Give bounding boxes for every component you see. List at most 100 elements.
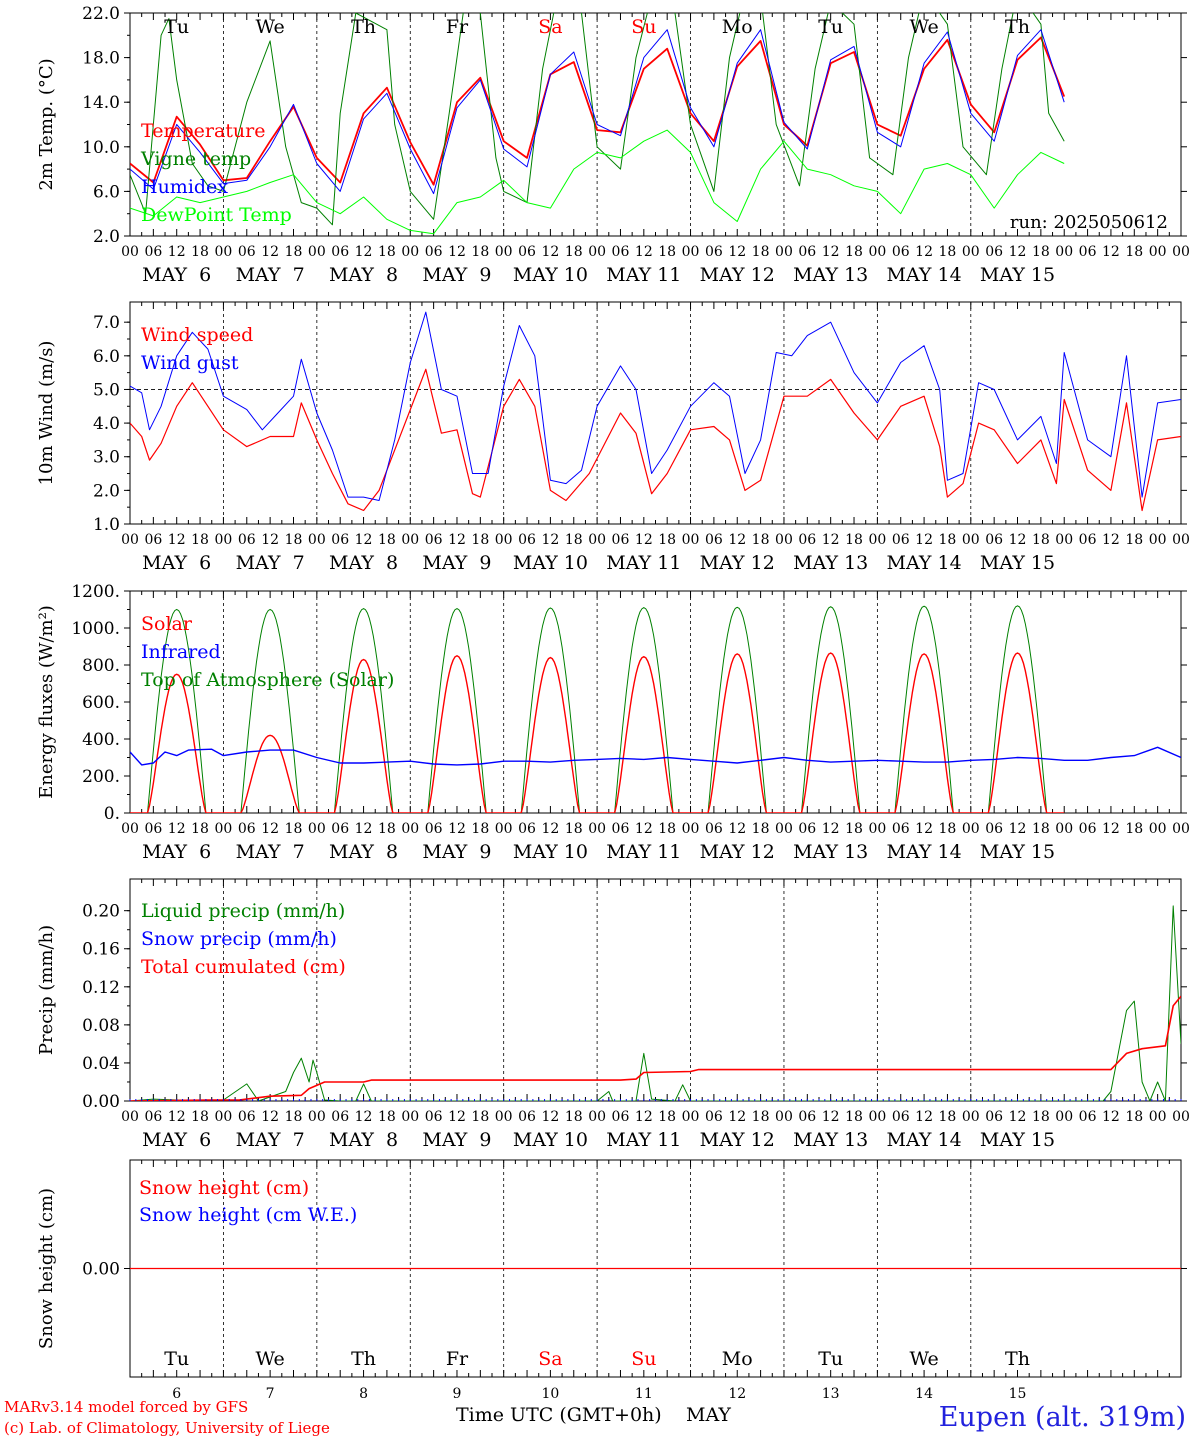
hour-tick-label: 12 <box>1009 532 1027 548</box>
hour-tick-label: 06 <box>425 532 443 548</box>
hour-tick-label: 00 <box>1172 1109 1190 1125</box>
hour-tick-label: 12 <box>541 1109 559 1125</box>
hour-tick-label: 06 <box>518 532 536 548</box>
hour-tick-label: 06 <box>518 1109 536 1125</box>
hour-tick-label: 06 <box>612 532 630 548</box>
hour-tick-label: 00 <box>588 532 606 548</box>
panel-3: 0. 200. 400. 600. 800. 1000. 1200. Energy fluxe… <box>36 582 1190 863</box>
hour-tick-label: 00 <box>868 821 886 837</box>
x-axis-title: Time UTC (GMT+0h) <box>456 1404 662 1426</box>
hour-tick-label: 00 <box>121 532 139 548</box>
hour-tick-label: 00 <box>215 821 233 837</box>
weekday-label: Mo <box>722 16 753 38</box>
y-tick-label: 5.0 <box>93 380 120 400</box>
hour-tick-label: 00 <box>495 532 513 548</box>
legend-entry: DewPoint Temp <box>141 204 292 226</box>
weekday-label: We <box>909 16 938 38</box>
hour-tick-label: 00 <box>495 244 513 260</box>
hour-tick-label: 18 <box>285 821 303 837</box>
hour-tick-label: 18 <box>752 1109 770 1125</box>
credit-line-2: (c) Lab. of Climatology, University of L… <box>4 1419 330 1437</box>
hour-tick-label: 00 <box>775 244 793 260</box>
day-label: MAY 13 <box>793 1129 868 1151</box>
day-label: MAY 7 <box>236 552 305 574</box>
hour-tick-label: 00 <box>121 1109 139 1125</box>
hour-tick-label: 06 <box>518 244 536 260</box>
hour-tick-label: 06 <box>705 1109 723 1125</box>
y-tick-label: 1.0 <box>93 515 120 535</box>
hour-tick-label: 00 <box>588 1109 606 1125</box>
hour-tick-label: 00 <box>682 244 700 260</box>
hour-tick-label: 00 <box>215 1109 233 1125</box>
hour-tick-label: 18 <box>939 1109 957 1125</box>
panel-2: 1.0 2.0 3.0 4.0 5.0 6.0 7.0 10m Wind (m/s) Wind … <box>36 301 1190 574</box>
hour-tick-label: 12 <box>168 244 186 260</box>
hour-tick-label: 12 <box>448 244 466 260</box>
hour-tick-label: 06 <box>331 532 349 548</box>
day-number-label: 8 <box>359 1386 368 1402</box>
y-tick-label: 600. <box>82 693 120 713</box>
day-label: MAY 15 <box>980 264 1055 286</box>
hour-tick-label: 00 <box>215 244 233 260</box>
hour-tick-label: 18 <box>191 1109 209 1125</box>
hour-tick-label: 06 <box>238 821 256 837</box>
hour-tick-label: 18 <box>752 821 770 837</box>
weekday-label: We <box>256 16 285 38</box>
weekday-label: Sa <box>538 1348 562 1370</box>
weekday-label: Su <box>631 16 656 38</box>
hour-tick-label: 18 <box>378 244 396 260</box>
hour-tick-label: 00 <box>588 244 606 260</box>
hour-tick-label: 00 <box>215 532 233 548</box>
day-label: MAY 7 <box>236 1129 305 1151</box>
y-tick-label: 4.0 <box>93 414 120 434</box>
day-label: MAY 12 <box>700 1129 775 1151</box>
y-tick-label: 0.04 <box>82 1054 120 1074</box>
hour-tick-label: 18 <box>658 532 676 548</box>
day-number-label: 10 <box>541 1386 559 1402</box>
hour-tick-label: 06 <box>144 821 162 837</box>
day-label: MAY 14 <box>887 264 962 286</box>
day-label: MAY 10 <box>513 264 588 286</box>
hour-tick-label: 12 <box>915 532 933 548</box>
hour-tick-label: 18 <box>1125 244 1143 260</box>
y-axis-label: 10m Wind (m/s) <box>36 341 57 486</box>
hour-tick-label: 12 <box>635 821 653 837</box>
legend-entry: Snow height (cm W.E.) <box>139 1204 357 1226</box>
hour-tick-label: 18 <box>565 1109 583 1125</box>
hour-tick-label: 00 <box>775 821 793 837</box>
day-label: MAY 14 <box>887 552 962 574</box>
y-tick-label: 0. <box>104 804 120 824</box>
hour-tick-label: 00 <box>308 1109 326 1125</box>
legend-entry: Infrared <box>141 641 221 663</box>
panel-4: 0.00 0.04 0.08 0.12 0.16 0.20 Precip (mm/h) Liq… <box>36 878 1190 1151</box>
hour-tick-label: 00 <box>868 1109 886 1125</box>
hour-tick-label: 18 <box>658 821 676 837</box>
legend-entry: Wind gust <box>141 352 239 374</box>
hour-tick-label: 00 <box>1172 532 1190 548</box>
day-label: MAY 13 <box>793 841 868 863</box>
hour-tick-label: 18 <box>658 244 676 260</box>
day-label: MAY 13 <box>793 552 868 574</box>
y-tick-label: 6.0 <box>93 182 120 202</box>
weekday-label: Th <box>1005 16 1030 38</box>
hour-tick-label: 00 <box>682 532 700 548</box>
hour-tick-label: 12 <box>822 1109 840 1125</box>
series-line-total-cumulated-cm <box>130 995 1181 1101</box>
series-line-humidex <box>130 29 1065 195</box>
hour-tick-label: 12 <box>1009 244 1027 260</box>
day-label: MAY 11 <box>606 1129 681 1151</box>
x-axis-month: MAY <box>686 1404 731 1426</box>
y-tick-label: 2.0 <box>93 481 120 501</box>
hour-tick-label: 18 <box>565 244 583 260</box>
hour-tick-label: 18 <box>1032 821 1050 837</box>
y-tick-label: 0.08 <box>82 1016 120 1036</box>
hour-tick-label: 00 <box>1149 1109 1167 1125</box>
hour-tick-label: 00 <box>962 821 980 837</box>
hour-tick-label: 12 <box>355 821 373 837</box>
hour-tick-label: 18 <box>939 532 957 548</box>
hour-tick-label: 00 <box>1055 1109 1073 1125</box>
hour-tick-label: 00 <box>1055 532 1073 548</box>
hour-tick-label: 06 <box>985 821 1003 837</box>
hour-tick-label: 06 <box>238 244 256 260</box>
hour-tick-label: 18 <box>845 1109 863 1125</box>
